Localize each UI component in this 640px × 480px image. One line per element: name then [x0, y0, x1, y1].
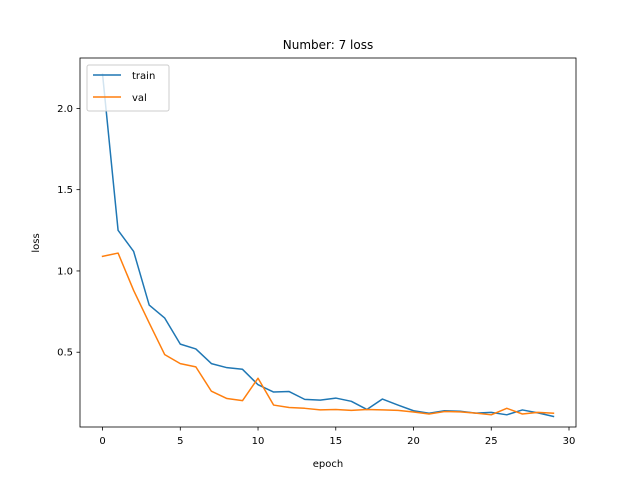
- y-tick-label: 2.0: [57, 104, 73, 115]
- x-tick-label: 20: [407, 436, 420, 447]
- y-tick-label: 1.5: [57, 185, 73, 196]
- y-axis-label: loss: [31, 233, 42, 252]
- legend-label-train: train: [132, 71, 155, 82]
- x-axis-label: epoch: [313, 459, 343, 470]
- x-tick-label: 10: [252, 436, 265, 447]
- x-tick-label: 0: [99, 436, 105, 447]
- series-line-val: [101, 252, 555, 416]
- chart-title: Number: 7 loss: [283, 38, 373, 52]
- legend: train val: [86, 64, 170, 112]
- y-tick-label: 1.0: [57, 266, 73, 277]
- y-tick-label: 0.5: [57, 348, 73, 359]
- legend-label-val: val: [132, 93, 147, 104]
- x-tick-label: 30: [563, 436, 576, 447]
- ticks-layer: 0 5 10 15 20 25 30 0.5 1.0 1.5 2.0: [57, 104, 575, 447]
- x-tick-label: 25: [485, 436, 498, 447]
- plot-layer: [101, 73, 555, 418]
- x-tick-label: 15: [329, 436, 342, 447]
- legend-box: [86, 64, 170, 112]
- axes-frame: [79, 57, 577, 428]
- x-tick-label: 5: [177, 436, 183, 447]
